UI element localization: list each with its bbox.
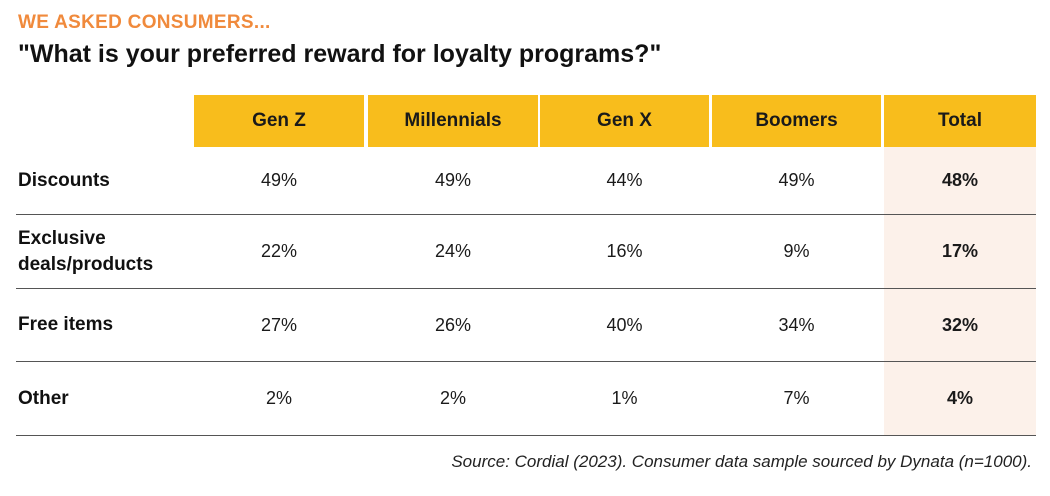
row-label-other: Other [18, 387, 69, 409]
table-row: Other 2% 2% 1% 7% 4% [16, 362, 1036, 436]
cell-other-gen-z: 2% [265, 388, 292, 408]
cell-free-total: 32% [941, 314, 979, 335]
column-header-boomers: Boomers [712, 95, 881, 147]
cell-discounts-gen-x: 44% [606, 170, 643, 190]
row-label-free-items: Free items [18, 314, 114, 335]
column-header-gen-z: Gen Z [194, 95, 364, 147]
table-row: Discounts 49% 49% 44% 49% 48% [16, 147, 1036, 215]
table-row: Free items 27% 26% 40% 34% 32% [16, 289, 1036, 362]
cell-free-gen-x: 40% [606, 314, 643, 335]
cell-discounts-gen-z: 49% [260, 170, 298, 190]
cell-discounts-millennials: 49% [434, 170, 472, 190]
source-note: Source: Cordial (2023). Consumer data sa… [451, 452, 1032, 471]
row-label-discounts: Discounts [18, 169, 110, 191]
table-row: Exclusive deals/products 22% 24% 16% 9% … [16, 215, 1036, 289]
cell-free-boomers: 34% [778, 314, 815, 335]
cell-exclusive-millennials: 24% [434, 241, 472, 261]
cell-discounts-total: 48% [941, 170, 979, 190]
kicker-label: WE ASKED CONSUMERS... [18, 12, 271, 33]
row-label-exclusive-deals: Exclusive deals/products [18, 227, 154, 275]
cell-exclusive-total: 17% [941, 241, 979, 261]
cell-exclusive-boomers: 9% [783, 241, 810, 261]
cell-other-total: 4% [946, 388, 973, 408]
column-header-gen-x: Gen X [540, 95, 709, 147]
table-header: Gen Z Millennials Gen X Boomers Total [194, 95, 1036, 147]
cell-free-gen-z: 27% [260, 314, 298, 335]
total-column-highlight [884, 147, 1036, 436]
column-header-millennials: Millennials [368, 95, 538, 147]
column-header-total: Total [884, 95, 1036, 147]
cell-other-gen-x: 1% [611, 388, 638, 408]
cell-exclusive-gen-z: 22% [260, 241, 298, 261]
cell-discounts-boomers: 49% [778, 170, 815, 190]
cell-exclusive-gen-x: 16% [606, 241, 643, 261]
cell-other-millennials: 2% [439, 388, 466, 408]
page-title: "What is your preferred reward for loyal… [18, 40, 662, 68]
cell-free-millennials: 26% [434, 314, 472, 335]
cell-other-boomers: 7% [783, 388, 810, 408]
